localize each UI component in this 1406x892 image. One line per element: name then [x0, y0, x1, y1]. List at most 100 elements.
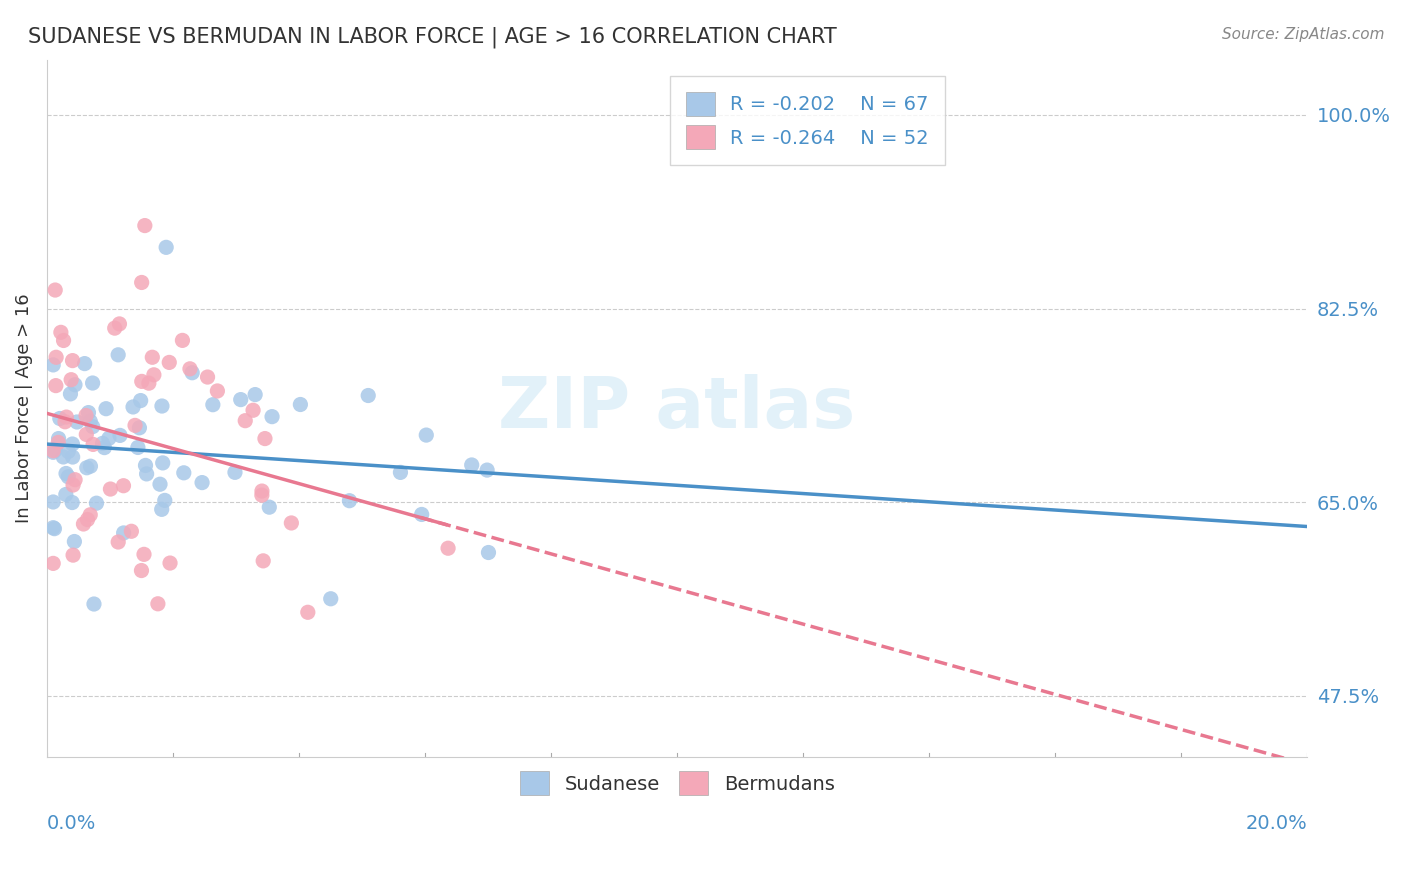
- Y-axis label: In Labor Force | Age > 16: In Labor Force | Age > 16: [15, 293, 32, 523]
- Text: SUDANESE VS BERMUDAN IN LABOR FORCE | AGE > 16 CORRELATION CHART: SUDANESE VS BERMUDAN IN LABOR FORCE | AG…: [28, 27, 837, 48]
- Point: [129, 393, 152, 408]
- Point: [82, 419, 104, 434]
- Point: [55, 487, 77, 501]
- Point: [149, 477, 172, 491]
- Point: [250, 484, 273, 499]
- Point: [107, 348, 129, 362]
- Point: [280, 516, 302, 530]
- Point: [63, 377, 86, 392]
- Point: [411, 508, 433, 522]
- Point: [437, 541, 460, 556]
- Point: [42, 557, 65, 571]
- Point: [104, 321, 127, 335]
- Point: [62, 353, 84, 368]
- Point: [73, 357, 96, 371]
- Point: [91, 436, 114, 450]
- Point: [42, 521, 65, 535]
- Point: [128, 421, 150, 435]
- Point: [63, 473, 86, 487]
- Point: [44, 283, 66, 297]
- Point: [42, 445, 65, 459]
- Point: [58, 444, 80, 458]
- Point: [79, 459, 101, 474]
- Point: [60, 495, 83, 509]
- Text: 0.0%: 0.0%: [46, 814, 96, 833]
- Point: [77, 406, 100, 420]
- Point: [201, 398, 224, 412]
- Text: ZIP atlas: ZIP atlas: [499, 374, 856, 442]
- Point: [97, 431, 120, 445]
- Point: [62, 478, 84, 492]
- Point: [132, 547, 155, 561]
- Point: [260, 409, 283, 424]
- Point: [76, 460, 98, 475]
- Point: [127, 441, 149, 455]
- Point: [477, 545, 499, 559]
- Point: [134, 458, 156, 473]
- Point: [191, 475, 214, 490]
- Point: [60, 373, 83, 387]
- Point: [242, 403, 264, 417]
- Point: [229, 392, 252, 407]
- Point: [253, 432, 276, 446]
- Point: [112, 525, 135, 540]
- Point: [58, 469, 80, 483]
- Text: 20.0%: 20.0%: [1246, 814, 1308, 833]
- Point: [141, 351, 163, 365]
- Point: [173, 466, 195, 480]
- Point: [93, 441, 115, 455]
- Point: [62, 437, 84, 451]
- Point: [48, 432, 70, 446]
- Point: [63, 534, 86, 549]
- Point: [108, 428, 131, 442]
- Point: [319, 591, 342, 606]
- Point: [76, 512, 98, 526]
- Point: [62, 450, 84, 464]
- Point: [134, 219, 156, 233]
- Point: [42, 495, 65, 509]
- Point: [122, 400, 145, 414]
- Legend: Sudanese, Bermudans: Sudanese, Bermudans: [512, 764, 842, 803]
- Point: [55, 410, 77, 425]
- Point: [44, 522, 66, 536]
- Point: [52, 450, 75, 464]
- Point: [233, 414, 256, 428]
- Point: [389, 466, 412, 480]
- Point: [131, 564, 153, 578]
- Point: [157, 355, 180, 369]
- Point: [159, 556, 181, 570]
- Point: [120, 524, 142, 539]
- Point: [297, 605, 319, 619]
- Point: [82, 376, 104, 390]
- Point: [42, 443, 65, 458]
- Point: [52, 334, 75, 348]
- Point: [155, 240, 177, 254]
- Point: [44, 442, 66, 457]
- Point: [131, 276, 153, 290]
- Point: [339, 493, 361, 508]
- Point: [49, 326, 72, 340]
- Point: [86, 496, 108, 510]
- Point: [415, 428, 437, 442]
- Point: [72, 516, 94, 531]
- Text: Source: ZipAtlas.com: Source: ZipAtlas.com: [1222, 27, 1385, 42]
- Point: [79, 414, 101, 428]
- Point: [197, 370, 219, 384]
- Point: [75, 409, 97, 423]
- Point: [75, 427, 97, 442]
- Point: [290, 397, 312, 411]
- Point: [259, 500, 281, 515]
- Point: [59, 387, 82, 401]
- Point: [49, 411, 72, 425]
- Point: [152, 456, 174, 470]
- Point: [357, 388, 380, 402]
- Point: [108, 317, 131, 331]
- Point: [94, 401, 117, 416]
- Point: [135, 467, 157, 481]
- Point: [207, 384, 229, 398]
- Point: [150, 399, 173, 413]
- Point: [79, 508, 101, 522]
- Point: [42, 358, 65, 372]
- Point: [153, 493, 176, 508]
- Point: [181, 366, 204, 380]
